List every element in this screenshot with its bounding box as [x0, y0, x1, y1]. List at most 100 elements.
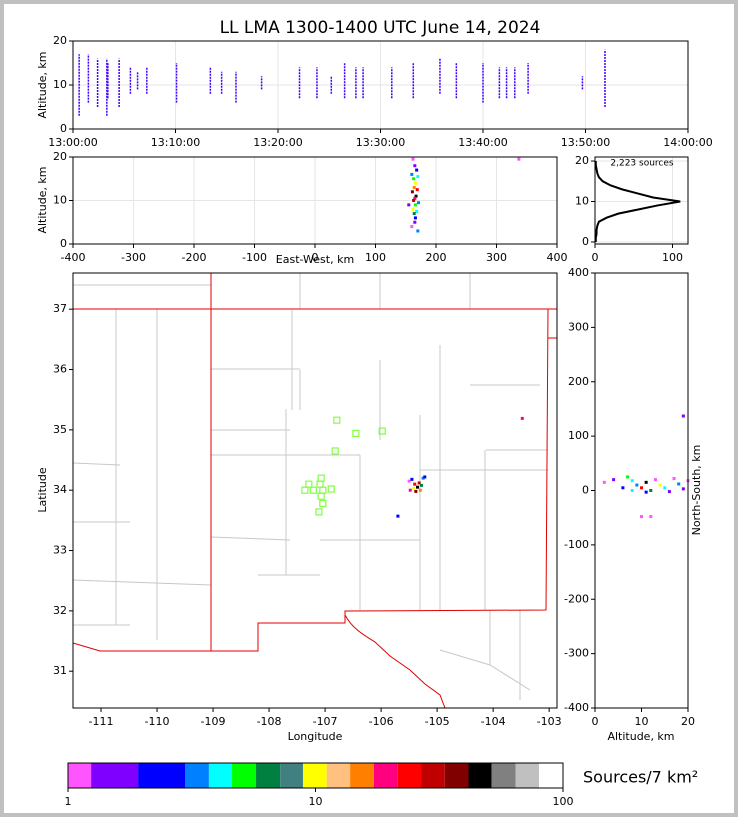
y-tick-label: 31	[53, 664, 67, 677]
y-tick-label: 37	[53, 302, 67, 315]
source	[412, 486, 416, 490]
x-tick-label: 13:50:00	[561, 136, 610, 149]
x-tick-label: 100	[365, 251, 386, 264]
source	[412, 177, 416, 181]
x-tick-label: 400	[547, 251, 568, 264]
panel: 13:00:00 13:10:00 13:20:00 13:30:00 13:40:00…	[36, 34, 713, 149]
colorbar-segment	[397, 763, 422, 788]
source	[412, 212, 416, 216]
x-tick-label: -300	[121, 251, 146, 264]
source	[612, 478, 616, 482]
colorbar-segment	[539, 763, 563, 788]
source	[667, 490, 671, 494]
x-tick-label: 10	[635, 715, 649, 728]
y-tick-label: 10	[575, 195, 589, 208]
y-tick-label: 300	[568, 320, 589, 333]
source	[410, 477, 414, 481]
source	[411, 207, 415, 211]
source	[413, 164, 417, 168]
x-tick-label: -104	[481, 715, 506, 728]
colorbar-segment	[326, 763, 351, 788]
station	[301, 486, 309, 494]
colorbar-segment	[68, 763, 92, 788]
y-tick-label: 32	[53, 604, 67, 617]
source	[520, 416, 524, 420]
source	[626, 475, 630, 479]
y-tick-label: 10	[53, 194, 67, 207]
y-axis-label: Altitude, km	[36, 166, 49, 233]
source	[681, 414, 685, 418]
colorbar-segment	[185, 763, 209, 788]
axes-frame	[594, 272, 689, 709]
source	[413, 181, 417, 185]
source	[415, 209, 419, 213]
y-tick-label: 100	[568, 429, 589, 442]
source	[630, 479, 634, 483]
colorbar-label: Sources/7 km²	[583, 768, 698, 787]
source	[413, 203, 417, 207]
colorbar-segment	[373, 763, 398, 788]
x-tick-label: 1	[65, 795, 72, 808]
x-tick-label: 10	[309, 795, 323, 808]
x-tick-label: 100	[662, 251, 683, 264]
source	[413, 196, 417, 200]
source	[635, 483, 639, 487]
source	[416, 175, 420, 179]
panel: -400 -300 -200 -100 0 100 200 300 400 0 10 20 Altitu…	[36, 150, 568, 266]
x-tick-label: 13:10:00	[151, 136, 200, 149]
source	[412, 199, 416, 202]
source	[396, 514, 400, 518]
source	[410, 190, 414, 194]
source	[653, 478, 657, 482]
station	[315, 508, 323, 516]
source	[414, 489, 418, 493]
y-tick-label: 0	[60, 237, 67, 250]
axes-frame	[72, 156, 558, 245]
colorbar-segment	[256, 763, 281, 788]
source	[415, 168, 419, 172]
source	[416, 201, 420, 205]
axes-frame	[72, 40, 689, 130]
source	[672, 477, 676, 481]
y-tick-label: 200	[568, 375, 589, 388]
colorbar-segment	[280, 763, 303, 788]
y-tick-label: -300	[564, 647, 589, 660]
source	[658, 483, 662, 487]
altitude-profile	[594, 161, 681, 242]
colorbar-segment	[208, 763, 233, 788]
source	[421, 476, 425, 480]
x-tick-label: 0	[592, 251, 599, 264]
source	[417, 481, 421, 485]
y-axis-label: Latitude	[36, 467, 49, 513]
y-axis-label: North-South, km	[690, 445, 703, 536]
source	[677, 482, 681, 486]
x-tick-label: -110	[145, 715, 170, 728]
source	[410, 225, 414, 229]
station	[352, 429, 360, 438]
x-tick-label: 0	[312, 251, 319, 264]
source	[640, 486, 643, 490]
station	[305, 480, 313, 488]
colorbar-segment	[302, 763, 327, 788]
source	[416, 229, 420, 233]
panel: 1 10 100 Sources/7 km²	[65, 762, 698, 808]
source	[640, 515, 643, 519]
x-axis-label: East-West, km	[276, 253, 354, 266]
source	[407, 203, 411, 207]
station	[378, 427, 386, 435]
source	[413, 216, 417, 220]
colorbar-segment	[444, 763, 469, 788]
axes-frame	[72, 272, 558, 709]
panel: 0 10 20 -400 -300 -200 -100 0 100 200 300 400 North-…	[564, 266, 703, 743]
x-tick-label: 13:00:00	[48, 136, 97, 149]
chart-title: LL LMA 1300-1400 UTC June 14, 2024	[220, 18, 541, 38]
colorbar-segment	[421, 763, 445, 788]
source	[419, 483, 423, 487]
source	[423, 475, 427, 479]
x-tick-label: -105	[425, 715, 450, 728]
x-tick-label: 14:00:00	[663, 136, 712, 149]
x-tick-label: -109	[201, 715, 226, 728]
y-tick-label: 20	[53, 150, 67, 163]
x-tick-label: -103	[537, 715, 562, 728]
source	[408, 488, 412, 492]
